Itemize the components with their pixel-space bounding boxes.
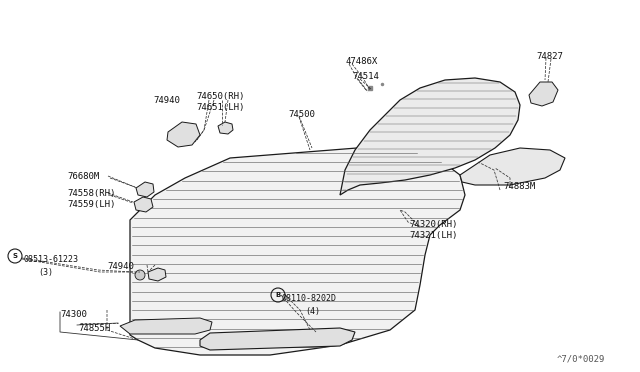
Polygon shape — [130, 145, 465, 355]
Text: (4): (4) — [305, 307, 320, 316]
Polygon shape — [148, 268, 166, 281]
Text: 08110-8202D: 08110-8202D — [282, 294, 337, 303]
Polygon shape — [340, 78, 520, 195]
Text: 74320(RH): 74320(RH) — [409, 220, 458, 229]
Text: 74514: 74514 — [352, 72, 379, 81]
Text: ^7/0*0029: ^7/0*0029 — [557, 355, 605, 364]
Text: 74855H: 74855H — [78, 324, 110, 333]
Polygon shape — [134, 197, 153, 212]
Polygon shape — [136, 182, 154, 197]
Text: (3): (3) — [38, 268, 53, 277]
Text: 74651(LH): 74651(LH) — [196, 103, 244, 112]
Polygon shape — [167, 122, 200, 147]
Text: 74558(RH): 74558(RH) — [67, 189, 115, 198]
Text: B: B — [275, 292, 280, 298]
Text: S: S — [13, 253, 17, 259]
Polygon shape — [529, 82, 558, 106]
Text: 76680M: 76680M — [67, 172, 99, 181]
Polygon shape — [460, 148, 565, 185]
Text: 74883M: 74883M — [503, 182, 535, 191]
Text: 74300: 74300 — [60, 310, 87, 319]
Polygon shape — [200, 328, 355, 350]
Text: 74500: 74500 — [288, 110, 315, 119]
Text: 74940: 74940 — [153, 96, 180, 105]
Polygon shape — [120, 318, 212, 334]
Text: 74321(LH): 74321(LH) — [409, 231, 458, 240]
Circle shape — [135, 270, 145, 280]
Text: 08513-61223: 08513-61223 — [23, 255, 78, 264]
Text: 47486X: 47486X — [346, 57, 378, 66]
Text: 74827: 74827 — [536, 52, 563, 61]
Text: 74650(RH): 74650(RH) — [196, 92, 244, 101]
Text: 74940: 74940 — [107, 262, 134, 271]
Polygon shape — [218, 122, 233, 134]
Text: 74559(LH): 74559(LH) — [67, 200, 115, 209]
